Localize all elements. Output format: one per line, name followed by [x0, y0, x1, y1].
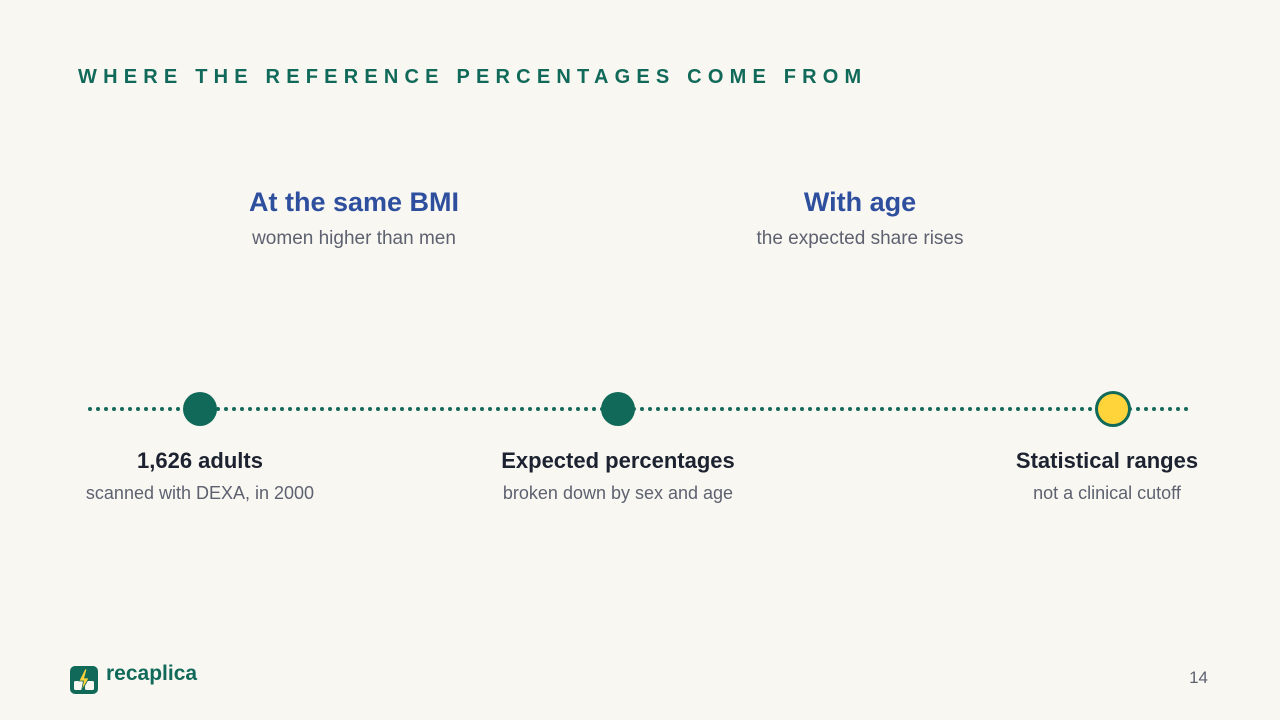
bolt-book-icon [70, 666, 98, 694]
brand: recaplica [70, 662, 197, 694]
node-subtitle: scanned with DEXA, in 2000 [85, 483, 315, 503]
timeline-node-2 [601, 392, 635, 426]
slide-eyebrow-title: WHERE THE REFERENCE PERCENTAGES COME FRO… [78, 66, 868, 88]
page-number: 14 [1189, 668, 1208, 687]
timeline-label-expected: Expected percentages broken down by sex … [448, 446, 788, 504]
callout-title: With age [803, 187, 917, 217]
timeline-label-adults: 1,626 adults scanned with DEXA, in 2000 [30, 446, 370, 504]
timeline-node-1 [183, 392, 217, 426]
callout-same-bmi: At the same BMI women higher than men [174, 185, 534, 251]
node-title: Expected percentages [501, 448, 735, 473]
brand-name: recaplica [106, 662, 198, 685]
node-title: Statistical ranges [1015, 448, 1199, 473]
callout-title: At the same BMI [248, 187, 460, 217]
node-subtitle: not a clinical cutoff [1033, 483, 1181, 503]
callout-subtitle: the expected share rises [756, 228, 964, 249]
callout-subtitle: women higher than men [252, 228, 456, 249]
timeline-label-ranges: Statistical ranges not a clinical cutoff [937, 446, 1277, 504]
timeline [88, 391, 1194, 427]
timeline-node-3 [1095, 391, 1131, 427]
callout-with-age: With age the expected share rises [680, 185, 1040, 251]
node-subtitle: broken down by sex and age [502, 483, 734, 503]
node-title: 1,626 adults [137, 448, 263, 473]
